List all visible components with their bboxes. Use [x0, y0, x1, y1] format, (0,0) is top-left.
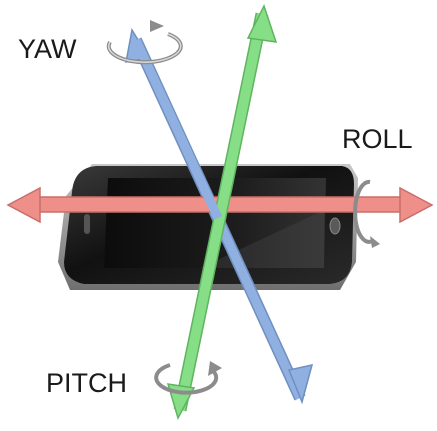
yaw-label: YAW — [18, 34, 77, 64]
roll-arrowhead-right — [399, 186, 434, 224]
circular-arrow-icon — [353, 179, 376, 244]
home-button — [329, 217, 341, 235]
pitch-label: PITCH — [46, 368, 127, 398]
roll-arrowhead-left — [6, 186, 41, 224]
pitch-rotation-arrow — [154, 361, 222, 395]
circular-arrow-icon — [154, 363, 219, 395]
yaw-arrowhead-bottom — [287, 364, 314, 405]
pitch-arrowhead-top — [246, 4, 278, 43]
circular-arrow-icon — [107, 33, 182, 63]
phone-speaker — [84, 214, 90, 234]
roll-rotation-arrow — [353, 179, 380, 248]
yaw-rotation-arrow — [106, 20, 183, 65]
roll-label: ROLL — [342, 124, 413, 154]
